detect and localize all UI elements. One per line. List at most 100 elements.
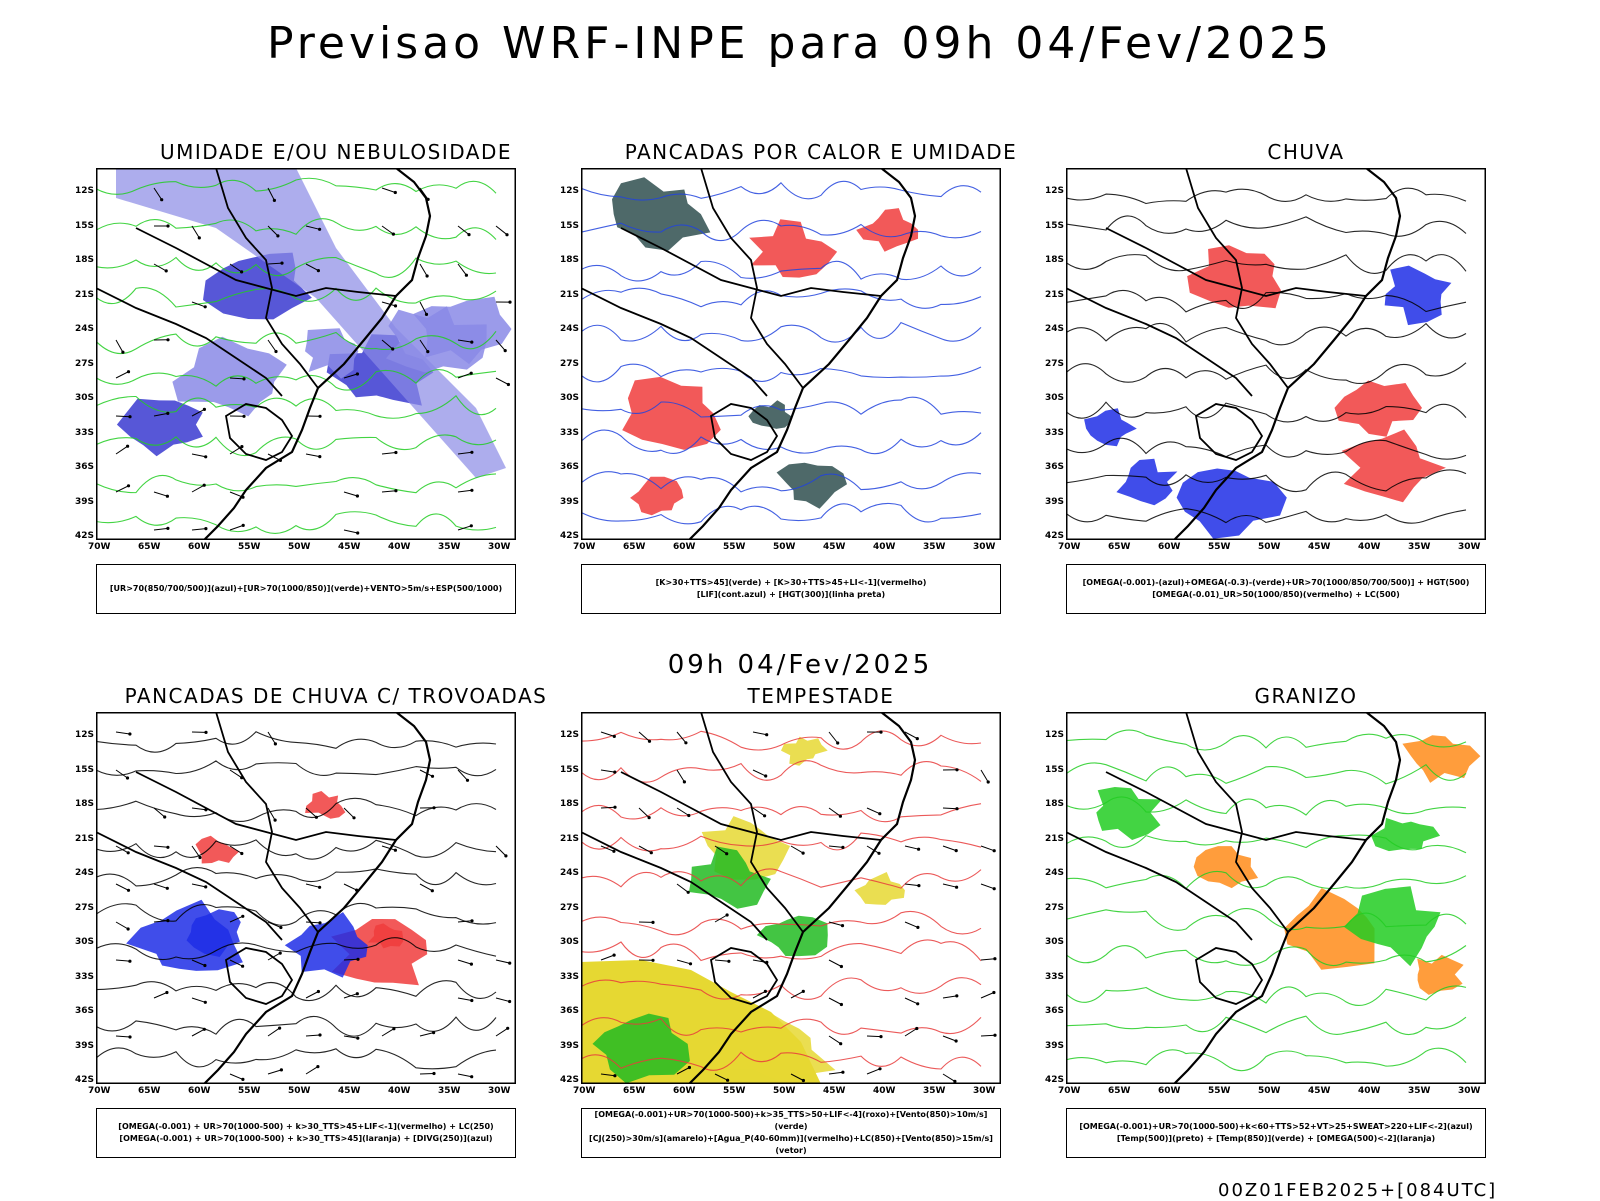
wind-vector-head	[273, 199, 276, 202]
legend-box: [OMEGA(-0.001)+UR>70(1000-500)+k>35_TTS>…	[581, 1108, 1001, 1158]
lat-tick-label: 42S	[70, 1075, 94, 1085]
lon-tick-label: 60W	[1158, 1086, 1180, 1096]
wind-vector-head	[684, 741, 687, 744]
wind-vector-head	[126, 776, 129, 779]
lon-tick-label: 30W	[1458, 542, 1480, 552]
wind-vector-head	[165, 991, 168, 994]
legend-line: [OMEGA(-0.001)+UR>70(1000-500)+k>35_TTS>…	[582, 1109, 1000, 1133]
wind-vector	[344, 959, 358, 960]
lon-tick-label: 30W	[1458, 1086, 1480, 1096]
wind-vector-head	[613, 806, 616, 809]
lon-tick-label: 40W	[1358, 542, 1380, 552]
lat-tick-label: 30S	[1040, 937, 1064, 947]
wind-vector-head	[391, 347, 394, 350]
wind-vector-head	[318, 415, 321, 418]
lat-tick-label: 42S	[1040, 1075, 1064, 1085]
legend-line: [OMEGA(-0.001)-(azul)+OMEGA(-0.3)-(verde…	[1067, 577, 1485, 589]
legend-box: [OMEGA(-0.001)+UR>70(1000-500)+k<60+TTS>…	[1066, 1108, 1486, 1158]
wind-vector-head	[166, 887, 169, 890]
wind-vector-head	[163, 815, 166, 818]
lat-tick-label: 27S	[70, 903, 94, 913]
wind-vector-head	[317, 990, 320, 993]
wind-vector-head	[648, 816, 651, 819]
lon-tick-label: 65W	[1108, 1086, 1130, 1096]
wind-vector-head	[356, 494, 359, 497]
legend-line: [OMEGA(-0.001)+UR>70(1000-500)+k<60+TTS>…	[1067, 1121, 1485, 1133]
wind-vector-head	[650, 851, 653, 854]
lat-tick-label: 18S	[1040, 255, 1064, 265]
wind-vector-head	[126, 445, 129, 448]
lat-tick-label: 27S	[1040, 359, 1064, 369]
wind-vector-head	[765, 733, 768, 736]
lon-tick-label: 55W	[1208, 1086, 1230, 1096]
wind-vector-head	[279, 952, 282, 955]
lon-tick-label: 70W	[573, 542, 595, 552]
lat-tick-label: 33S	[555, 972, 579, 982]
lon-tick-label: 45W	[823, 1086, 845, 1096]
wind-vector-head	[470, 372, 473, 375]
lat-tick-label: 24S	[70, 868, 94, 878]
legend-line: [LIF](cont.azul) + [HGT(300)](linha pret…	[582, 589, 1000, 601]
lat-tick-label: 18S	[70, 255, 94, 265]
legend-box: [K>30+TTS>45](verde) + [K>30+TTS>45+LI<-…	[581, 564, 1001, 614]
wind-vector-head	[915, 1027, 918, 1030]
wind-vector-head	[836, 741, 839, 744]
lat-tick-label: 39S	[70, 497, 94, 507]
lat-tick-label: 24S	[1040, 868, 1064, 878]
wind-vector-head	[955, 994, 958, 997]
lat-tick-label: 15S	[555, 221, 579, 231]
wind-vector-head	[356, 1037, 359, 1040]
wind-vector-head	[198, 856, 201, 859]
lat-tick-label: 36S	[555, 1006, 579, 1016]
lat-tick-label: 18S	[1040, 799, 1064, 809]
wind-vector-head	[394, 304, 397, 307]
lat-tick-label: 33S	[70, 428, 94, 438]
wind-vector-head	[203, 484, 206, 487]
wind-vector-head	[917, 848, 920, 851]
lat-tick-label: 12S	[70, 730, 94, 740]
lon-tick-label: 50W	[773, 1086, 795, 1096]
wind-vector-head	[160, 198, 163, 201]
panel-title: CHUVA	[1046, 140, 1566, 164]
wind-vector-head	[504, 349, 507, 352]
wind-vector-head	[204, 731, 207, 734]
lon-tick-label: 30W	[488, 1086, 510, 1096]
wind-vector-head	[613, 735, 616, 738]
lon-tick-label: 40W	[873, 1086, 895, 1096]
map-plot	[581, 168, 1001, 540]
wind-vector-head	[241, 915, 244, 918]
wind-vector-head	[204, 885, 207, 888]
lat-tick-label: 42S	[70, 531, 94, 541]
lon-tick-label: 65W	[138, 1086, 160, 1096]
lon-tick-label: 40W	[388, 542, 410, 552]
wind-vector-head	[394, 849, 397, 852]
legend-box: [OMEGA(-0.001)-(azul)+OMEGA(-0.3)-(verde…	[1066, 564, 1486, 614]
lon-tick-label: 50W	[288, 542, 310, 552]
wind-vector-head	[687, 891, 690, 894]
wind-vector-head	[166, 224, 169, 227]
lat-tick-label: 15S	[1040, 221, 1064, 231]
wind-vector-head	[465, 274, 468, 277]
panel-title: PANCADAS DE CHUVA C/ TROVOADAS	[76, 684, 596, 708]
wind-vector-head	[955, 768, 958, 771]
lat-tick-label: 27S	[1040, 903, 1064, 913]
lon-tick-label: 35W	[923, 542, 945, 552]
lon-tick-label: 35W	[1408, 542, 1430, 552]
wind-vector-head	[917, 884, 920, 887]
lat-tick-label: 39S	[555, 497, 579, 507]
wind-vector-head	[356, 531, 359, 534]
wind-vector-head	[763, 814, 766, 817]
lon-tick-label: 65W	[1108, 542, 1130, 552]
lon-tick-label: 45W	[1308, 1086, 1330, 1096]
lon-tick-label: 50W	[288, 1086, 310, 1096]
wind-vector-head	[274, 742, 277, 745]
wind-vector-head	[280, 1068, 283, 1071]
lat-tick-label: 42S	[555, 1075, 579, 1085]
wind-vector-head	[204, 1001, 207, 1004]
wind-vector-head	[432, 1072, 435, 1075]
wind-vector-head	[356, 992, 359, 995]
lat-tick-label: 39S	[70, 1041, 94, 1051]
wind-vector-head	[840, 965, 843, 968]
